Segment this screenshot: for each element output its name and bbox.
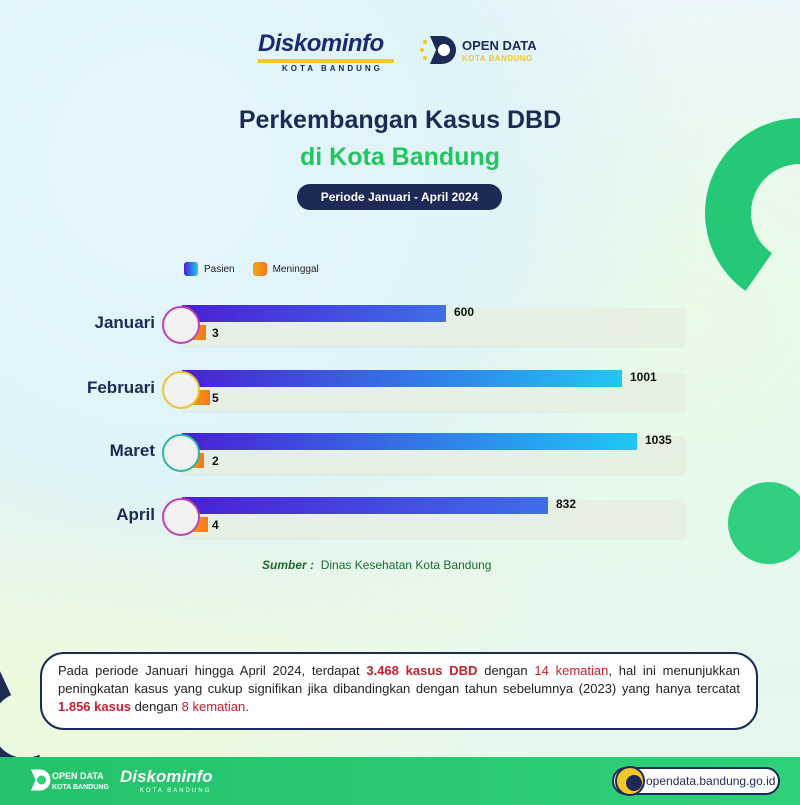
- summary-highlight-deaths: 14 kematian: [534, 663, 609, 678]
- chart-row-januari: Januari 600 3: [0, 305, 800, 365]
- bar-cap-circle: [162, 498, 200, 536]
- legend-label-pasien: Pasien: [204, 263, 235, 275]
- bar-pasien: [182, 433, 637, 450]
- bar-cap-circle: [162, 371, 200, 409]
- bar-pasien: [182, 305, 446, 322]
- diskominfo-logo-sub: KOTA BANDUNG: [282, 64, 383, 73]
- diskominfo-logo: Diskominfo: [258, 30, 394, 63]
- category-label: Januari: [94, 313, 155, 332]
- legend-item-meninggal: Meninggal: [252, 262, 319, 276]
- footer-diskominfo-sub: KOTA BANDUNG: [140, 788, 212, 794]
- open-data-footer-icon: [31, 769, 51, 791]
- summary-text: , hal ini menunjukkan peningkatan kasus …: [58, 663, 740, 696]
- summary-highlight-prev-cases: 1.856 kasus: [58, 699, 132, 714]
- period-badge: Periode Januari - April 2024: [297, 184, 502, 210]
- bar-pasien: [182, 497, 548, 514]
- page-subtitle: di Kota Bandung: [300, 143, 500, 171]
- source-note: Sumber : Dinas Kesehatan Kota Bandung: [262, 558, 491, 572]
- data-label-pasien: 600: [454, 305, 475, 319]
- data-label-pasien: 1001: [630, 370, 657, 384]
- footer: OPEN DATA KOTA BANDUNG Diskominfo KOTA B…: [0, 757, 800, 805]
- category-label: Februari: [86, 378, 155, 397]
- chart-row-maret: Maret 1035 2: [0, 433, 800, 493]
- chart-row-april: April 832 4: [0, 497, 800, 557]
- decorative-circle: [728, 482, 800, 564]
- summary-text: dengan: [131, 699, 182, 714]
- diskominfo-logo-text: Diskominfo: [258, 30, 384, 57]
- data-label-meninggal: 3: [212, 326, 219, 340]
- page-title: Perkembangan Kasus DBD: [238, 106, 562, 134]
- chart-legend: Pasien Meninggal: [184, 262, 337, 276]
- open-data-logo-icon: [420, 36, 456, 64]
- open-data-logo-title: OPEN DATA: [462, 38, 537, 53]
- legend-swatch-meninggal: [252, 262, 267, 276]
- header-logos: Diskominfo KOTA BANDUNG OPEN DATA KOTA B…: [0, 26, 800, 86]
- open-data-globe-icon: [615, 766, 645, 796]
- data-label-pasien: 1035: [645, 433, 672, 447]
- legend-item-pasien: Pasien: [184, 262, 235, 276]
- footer-od-line2: KOTA BANDUNG: [52, 784, 109, 791]
- decorative-arc: [689, 102, 800, 324]
- category-label: April: [116, 505, 155, 524]
- bar-pasien: [182, 370, 622, 387]
- summary-text: Pada periode Januari hingga April 2024, …: [58, 663, 367, 678]
- chart-row-februari: Februari 1001 5: [0, 370, 800, 430]
- footer-diskominfo-logo: Diskominfo: [120, 767, 213, 786]
- data-label-meninggal: 5: [212, 391, 219, 405]
- category-label: Maret: [109, 441, 155, 460]
- summary-text: dengan: [477, 663, 535, 678]
- source-text: Dinas Kesehatan Kota Bandung: [320, 558, 492, 572]
- bar-cap-circle: [162, 306, 200, 344]
- legend-label-meninggal: Meninggal: [272, 263, 319, 275]
- open-data-footer-text: OPEN DATA KOTA BANDUNG: [52, 771, 109, 793]
- data-label-pasien: 832: [556, 497, 577, 511]
- summary-box: Pada periode Januari hingga April 2024, …: [40, 652, 758, 730]
- data-label-meninggal: 2: [212, 454, 219, 468]
- open-data-logo-sub: KOTA BANDUNG: [462, 54, 533, 63]
- summary-text: .: [245, 699, 249, 714]
- data-label-meninggal: 4: [212, 518, 219, 532]
- footer-od-line1: OPEN DATA: [52, 771, 104, 781]
- logo-underline: [258, 59, 394, 63]
- summary-highlight-cases: 3.468 kasus DBD: [366, 663, 478, 678]
- bar-cap-circle: [162, 434, 200, 472]
- source-label: Sumber :: [262, 558, 315, 572]
- summary-highlight-prev-deaths: 8 kematian: [181, 699, 246, 714]
- legend-swatch-pasien: [184, 262, 198, 276]
